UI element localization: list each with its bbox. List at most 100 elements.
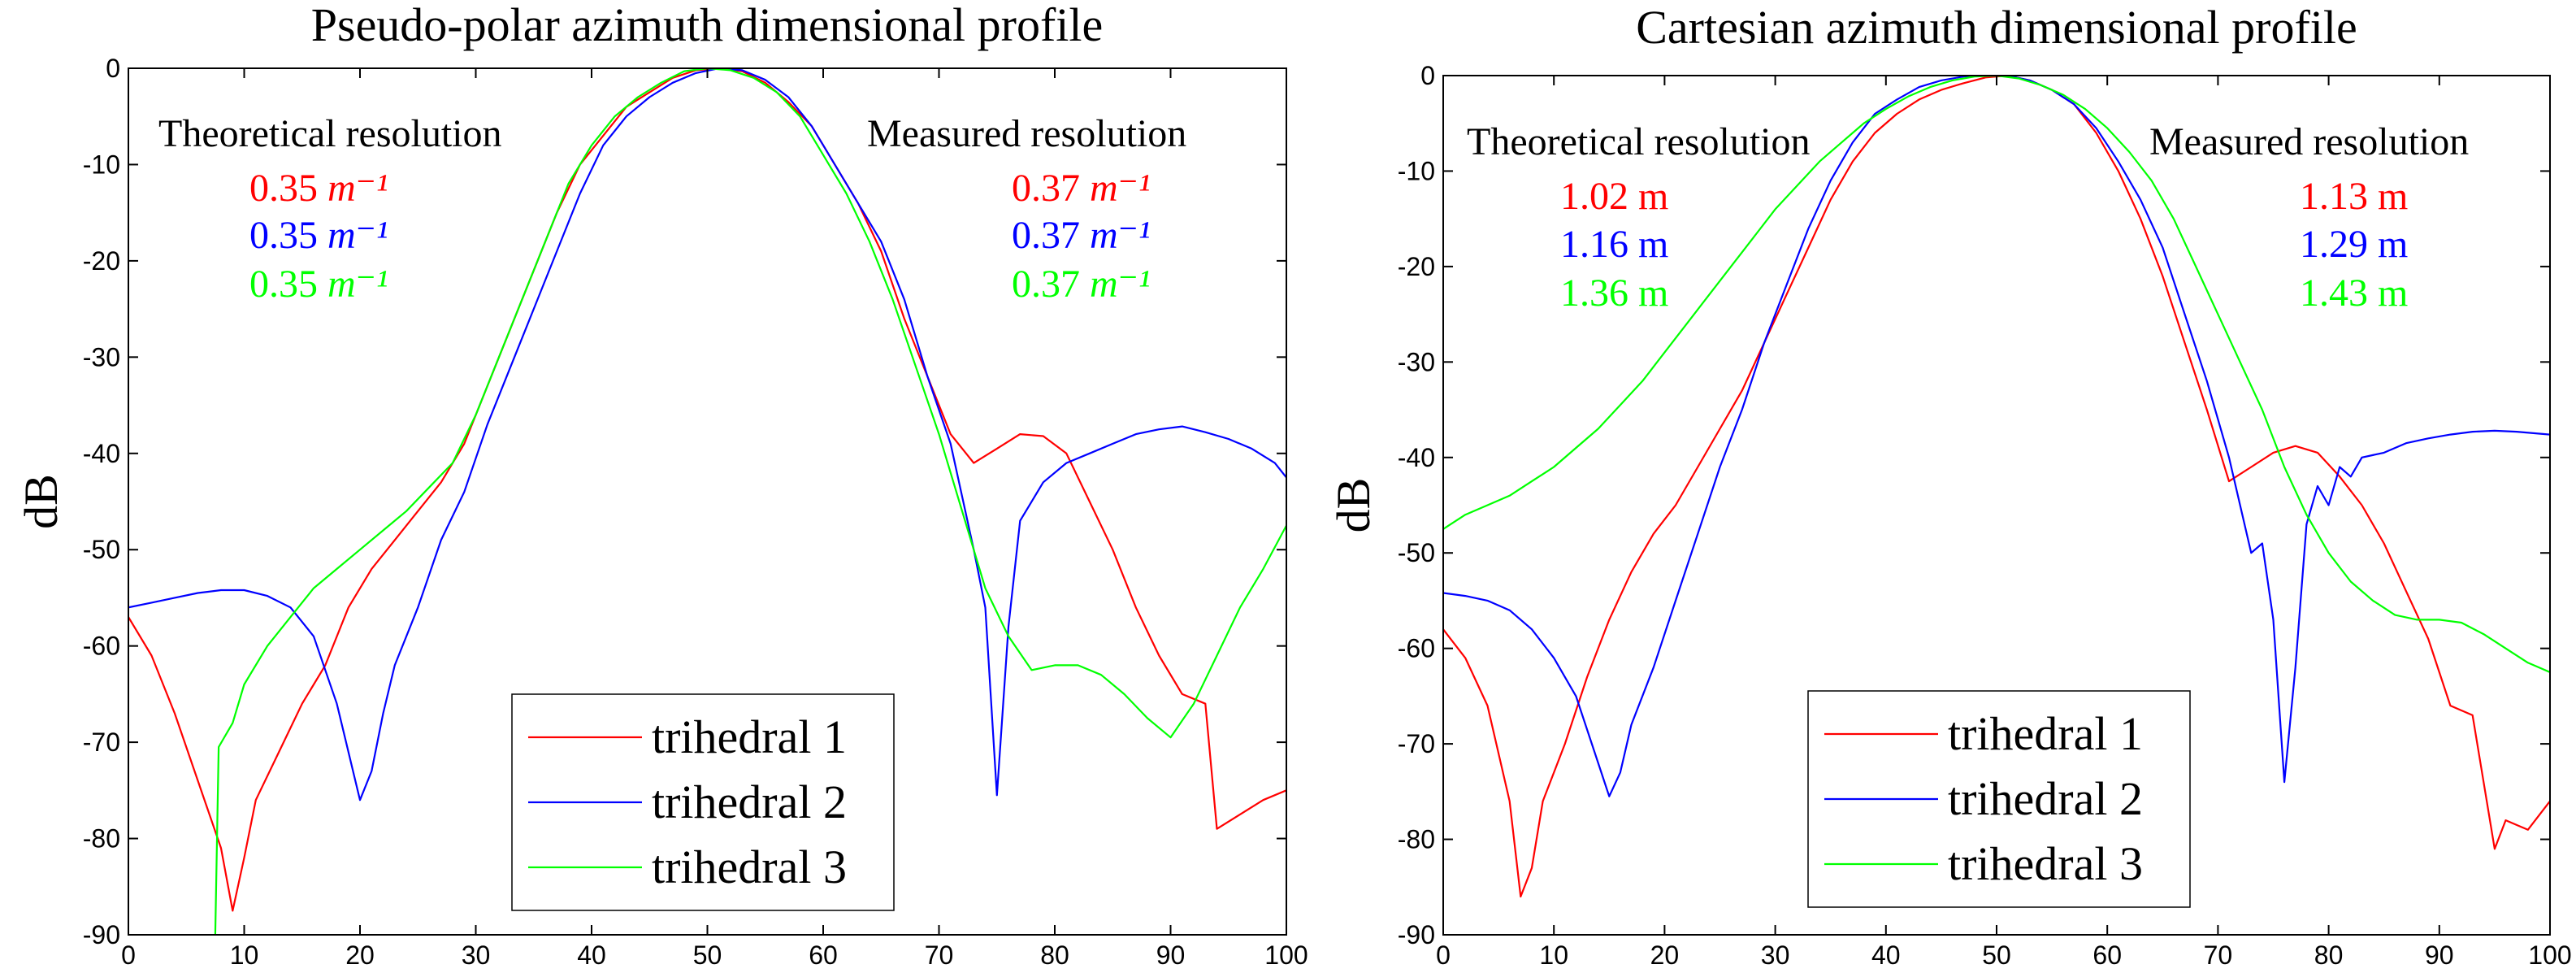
y-tick-label: -30 xyxy=(83,342,120,371)
value-gap xyxy=(318,214,327,257)
x-tick-label: 30 xyxy=(1761,940,1790,970)
theoretical-resolution-heading: Theoretical resolution xyxy=(1467,120,1811,163)
measured-value-unit: m⁻¹ xyxy=(1090,263,1150,306)
legend: trihedral 1 trihedral 2 trihedral 3 xyxy=(511,693,895,911)
measured-resolution-heading: Measured resolution xyxy=(867,112,1186,155)
legend-label-trihedral-2: trihedral 2 xyxy=(652,775,847,828)
measured-value-unit: m⁻¹ xyxy=(1090,214,1150,257)
value-gap xyxy=(1080,214,1090,257)
theoretical-value-unit: m⁻¹ xyxy=(327,263,388,306)
x-tick-label: 50 xyxy=(1982,940,2011,970)
x-tick-label: 50 xyxy=(693,940,722,970)
y-tick-label: -40 xyxy=(1398,443,1435,472)
y-tick-label: 0 xyxy=(106,54,120,83)
y-tick-label: -70 xyxy=(83,728,120,757)
legend-label-trihedral-3: trihedral 3 xyxy=(1948,837,2143,890)
x-tick-label: 80 xyxy=(1040,940,1069,970)
x-tick-label: 20 xyxy=(1650,940,1680,970)
legend: trihedral 1 trihedral 2 trihedral 3 xyxy=(1807,690,2191,908)
measured-resolution-value: 0.37 m⁻¹ xyxy=(1012,167,1150,210)
x-tick-label: 40 xyxy=(1871,940,1901,970)
series-line-trihedral-2 xyxy=(128,68,1286,801)
y-tick-label: 0 xyxy=(1420,61,1435,90)
series-line-trihedral-2 xyxy=(1443,76,2550,797)
y-tick-label: -80 xyxy=(1398,825,1435,854)
measured-resolution-heading: Measured resolution xyxy=(2149,120,2469,163)
x-tick-label: 10 xyxy=(230,940,259,970)
x-tick-label: 70 xyxy=(925,940,954,970)
y-axis-label: dB xyxy=(1327,478,1380,533)
theoretical-value-number: 0.35 xyxy=(249,167,318,210)
theoretical-resolution-value: 0.35 m⁻¹ xyxy=(249,263,388,306)
y-tick-label: -10 xyxy=(83,150,120,179)
y-tick-label: -50 xyxy=(83,535,120,564)
theoretical-resolution-value: 0.35 m⁻¹ xyxy=(249,167,388,210)
y-tick-label: -90 xyxy=(83,920,120,949)
y-tick-label: -20 xyxy=(1398,252,1435,281)
y-tick-label: -40 xyxy=(83,439,120,468)
x-tick-label: 60 xyxy=(2092,940,2122,970)
measured-value-unit: m⁻¹ xyxy=(1090,167,1150,210)
measured-value-number: 0.37 xyxy=(1012,167,1080,210)
theoretical-resolution-value: 1.02 m xyxy=(1560,175,1668,218)
x-tick-label: 90 xyxy=(2425,940,2454,970)
x-tick-label: 0 xyxy=(121,940,136,970)
measured-value-number: 1.43 m xyxy=(2300,271,2408,315)
series-line-trihedral-3 xyxy=(1443,76,2550,674)
series-group xyxy=(128,68,1286,935)
measured-value-number: 1.29 m xyxy=(2300,223,2408,266)
x-tick-label: 100 xyxy=(2528,940,2571,970)
x-tick-label: 0 xyxy=(1436,940,1451,970)
x-tick-label: 10 xyxy=(1539,940,1568,970)
x-tick-label: 20 xyxy=(345,940,375,970)
measured-resolution-value: 0.37 m⁻¹ xyxy=(1012,214,1150,257)
y-tick-label: -60 xyxy=(1398,634,1435,663)
theoretical-value-number: 1.16 m xyxy=(1560,223,1668,266)
series-line-trihedral-3 xyxy=(214,68,1286,935)
measured-resolution-value: 0.37 m⁻¹ xyxy=(1012,263,1150,306)
theoretical-resolution-heading: Theoretical resolution xyxy=(158,112,502,155)
y-tick-label: -80 xyxy=(83,824,120,854)
chart-title: Cartesian azimuth dimensional profile xyxy=(1636,1,2357,54)
measured-value-number: 1.13 m xyxy=(2300,175,2408,218)
y-axis-label: dB xyxy=(15,474,67,529)
theoretical-resolution-value: 1.16 m xyxy=(1560,223,1668,266)
y-tick-label: -30 xyxy=(1398,347,1435,376)
measured-resolution-value: 1.43 m xyxy=(2300,271,2408,315)
y-tick-label: -70 xyxy=(1398,729,1435,758)
theoretical-resolution-value: 1.36 m xyxy=(1560,271,1668,315)
theoretical-value-unit: m⁻¹ xyxy=(327,214,388,257)
theoretical-value-number: 1.36 m xyxy=(1560,271,1668,315)
legend-box xyxy=(1807,690,2191,908)
legend-label-trihedral-2: trihedral 2 xyxy=(1948,772,2143,825)
y-tick-label: -60 xyxy=(83,632,120,661)
x-tick-label: 60 xyxy=(809,940,838,970)
series-line-trihedral-1 xyxy=(1443,76,2550,898)
theoretical-resolution-value: 0.35 m⁻¹ xyxy=(249,214,388,257)
x-tick-label: 90 xyxy=(1156,940,1186,970)
series-group xyxy=(1443,76,2550,898)
y-tick-label: -20 xyxy=(83,246,120,276)
x-tick-label: 30 xyxy=(462,940,491,970)
value-gap xyxy=(318,263,327,306)
x-tick-label: 100 xyxy=(1264,940,1308,970)
measured-value-number: 0.37 xyxy=(1012,214,1080,257)
legend-label-trihedral-1: trihedral 1 xyxy=(1948,707,2143,760)
y-tick-label: -50 xyxy=(1398,538,1435,567)
x-tick-label: 70 xyxy=(2204,940,2233,970)
chart-2: Cartesian azimuth dimensional profile dB 0… xyxy=(1327,1,2572,970)
legend-label-trihedral-1: trihedral 1 xyxy=(652,710,847,763)
theoretical-value-unit: m⁻¹ xyxy=(327,167,388,210)
chart-1: Pseudo-polar azimuth dimensional profile… xyxy=(15,0,1308,970)
x-tick-label: 40 xyxy=(577,940,606,970)
theoretical-value-number: 0.35 xyxy=(249,214,318,257)
theoretical-value-number: 1.02 m xyxy=(1560,175,1668,218)
measured-resolution-value: 1.29 m xyxy=(2300,223,2408,266)
measured-value-number: 0.37 xyxy=(1012,263,1080,306)
value-gap xyxy=(318,167,327,210)
y-tick-label: -90 xyxy=(1398,920,1435,949)
measured-resolution-value: 1.13 m xyxy=(2300,175,2408,218)
x-tick-label: 80 xyxy=(2314,940,2344,970)
theoretical-value-number: 0.35 xyxy=(249,263,318,306)
